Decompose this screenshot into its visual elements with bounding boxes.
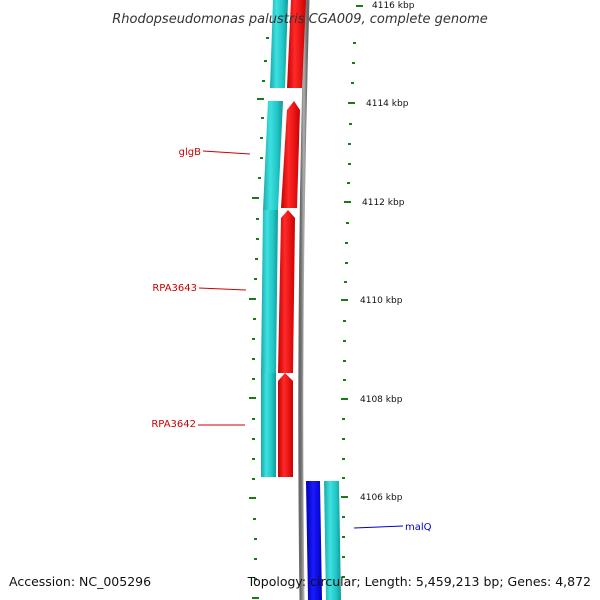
scale-label-4112: 4112 kbp (362, 198, 405, 208)
cds-malQ-forward (306, 481, 322, 600)
leader-line-RPA3643 (198, 287, 247, 291)
forward-track (306, 481, 341, 600)
reverse-gene-track (261, 0, 288, 477)
gene-label-RPA3643[interactable]: RPA3643 (152, 283, 247, 294)
scale-label-4108: 4108 kbp (360, 395, 403, 405)
gene-block-top-reverse (270, 0, 288, 88)
genome-backbone (298, 0, 310, 600)
gene-name-glgB: glgB (179, 147, 201, 158)
inner-ticks (249, 37, 269, 599)
outer-ticks (341, 5, 363, 578)
scale-label-4106: 4106 kbp (360, 493, 403, 503)
gene-block-RPA3643-reverse (261, 210, 278, 373)
cds-glgB-arrow (281, 101, 300, 208)
leader-line-glgB (202, 150, 251, 155)
gene-name-malQ: malQ (405, 522, 432, 533)
reverse-cds-track (278, 0, 306, 477)
gene-block-RPA3642-reverse (261, 373, 276, 477)
scale-label-4116: 4116 kbp (372, 1, 415, 11)
scale-label-4110: 4110 kbp (360, 296, 403, 306)
gene-label-RPA3642[interactable]: RPA3642 (151, 419, 245, 430)
accession-text: Accession: NC_005296 (9, 574, 151, 589)
cds-top-reverse (287, 0, 306, 88)
cds-RPA3642-arrow (278, 373, 293, 477)
cds-RPA3643-arrow (278, 210, 295, 373)
gene-name-RPA3643: RPA3643 (152, 283, 197, 294)
scale-label-4114: 4114 kbp (366, 99, 409, 109)
gene-label-glgB[interactable]: glgB (179, 147, 251, 158)
leader-line-malQ (353, 525, 404, 529)
gene-name-RPA3642: RPA3642 (151, 419, 196, 430)
gene-block-glgB-reverse (263, 101, 283, 210)
gene-label-malQ[interactable]: malQ (353, 522, 432, 533)
topology-text: Topology: circular; Length: 5,459,213 bp… (247, 574, 591, 589)
gene-block-malQ-forward (324, 481, 341, 600)
map-title: Rhodopseudomonas palustris CGA009, compl… (112, 12, 488, 27)
